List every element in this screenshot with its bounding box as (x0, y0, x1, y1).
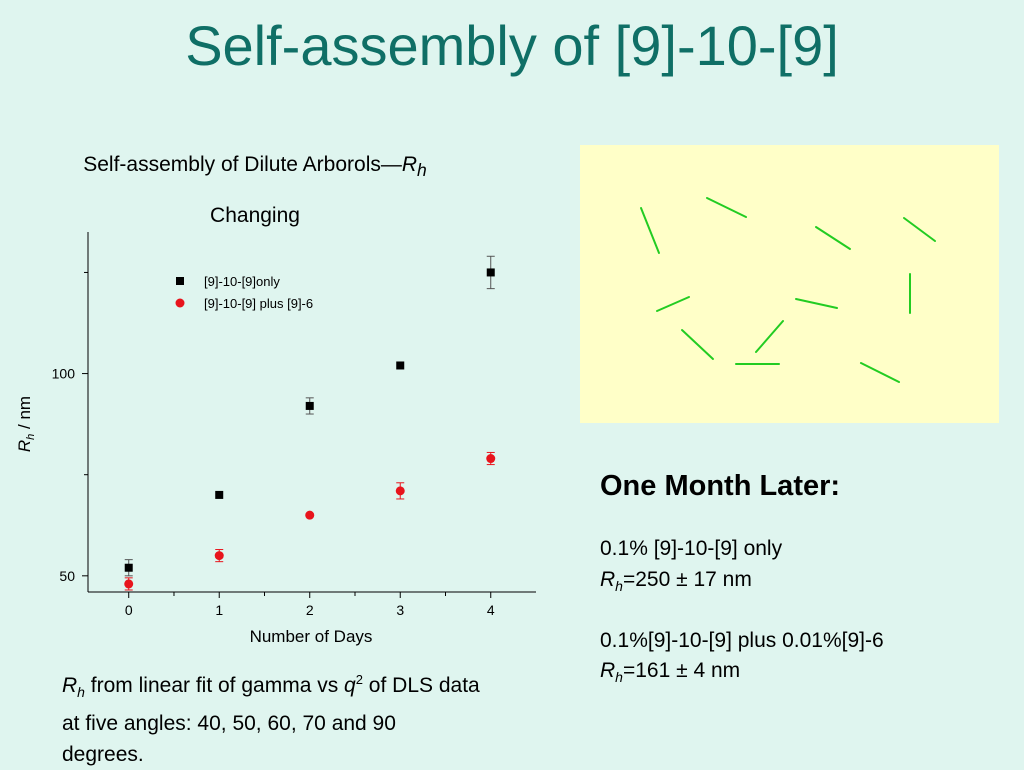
note-q-exponent: 2 (355, 672, 363, 687)
data-point-series1 (124, 563, 133, 572)
later-item2-subscript: h (615, 669, 623, 686)
later-item1-subscript: h (615, 578, 623, 595)
x-axis-label: Number of Days (250, 627, 373, 646)
rod-4 (903, 217, 936, 242)
note-subscript: h (77, 684, 85, 701)
legend-marker-series1 (176, 277, 184, 285)
later-item1-value: Rh=250 ± 17 nm (600, 565, 752, 601)
data-point-series1 (486, 268, 495, 277)
data-point-series2 (214, 551, 224, 561)
data-point-series1 (215, 490, 224, 499)
data-point-series2 (486, 454, 496, 464)
x-tick-label: 1 (215, 602, 223, 618)
later-item2-line1: 0.1%[9]-10-[9] plus 0.01%[9]-6 (600, 629, 884, 652)
data-point-series1 (305, 401, 314, 410)
later-item2-value: Rh=161 ± 4 nm (600, 656, 740, 692)
note-symbol: R (62, 674, 78, 697)
rod-11 (860, 362, 900, 383)
x-tick-label: 3 (396, 602, 404, 618)
rod-6 (795, 298, 838, 309)
rod-3 (815, 226, 851, 250)
chart-title-symbol: R (401, 153, 418, 176)
chart-title-subscript: h (417, 160, 427, 181)
data-point-series2 (305, 510, 315, 520)
later-item1-line1: 0.1% [9]-10-[9] only (600, 537, 783, 560)
chart-title-prefix: Self-assembly of Dilute Arborols— (83, 153, 402, 176)
note-text-a: from linear fit of gamma vs (84, 674, 345, 697)
legend-marker-series2 (175, 298, 185, 308)
x-tick-label: 4 (487, 602, 495, 618)
data-point-series1 (396, 361, 405, 370)
rod-5 (656, 296, 690, 312)
data-point-series2 (395, 486, 405, 496)
legend-label-series2: [9]-10-[9] plus [9]-6 (204, 296, 313, 311)
x-tick-label: 2 (306, 602, 314, 618)
note-q: q (344, 674, 356, 697)
scatter-chart: 0 1 2 3 4 50 100 Number of Days Rh / nm [9]-10-[9… (15, 232, 536, 646)
later-item2-symbol: R (600, 659, 616, 682)
note-text-b: of DLS data at five angles: 40, 50, 60, … (62, 674, 480, 767)
later-item1-symbol: R (600, 568, 616, 591)
rod-1 (640, 207, 660, 254)
chart-title-line2: Changing (210, 204, 300, 228)
later-item2-number: =161 ± 4 nm (622, 659, 741, 682)
later-item1-number: =250 ± 17 nm (622, 568, 752, 591)
rod-illustration (640, 197, 936, 383)
x-tick-label: 0 (125, 602, 133, 618)
chart-title: Self-assembly of Dilute Arborols—Rh Chan… (20, 150, 490, 231)
y-tick-label: 100 (52, 366, 76, 382)
method-note: Rh from linear fit of gamma vs q2 of DLS… (62, 664, 482, 770)
slide-title: Self-assembly of [9]-10-[9] (185, 14, 839, 77)
y-tick-label: 50 (59, 568, 75, 584)
chart-title-line1: Self-assembly of Dilute Arborols—Rh (20, 150, 490, 185)
rod-illustration-panel (580, 145, 999, 423)
legend-label-series1: [9]-10-[9]only (204, 274, 280, 289)
data-point-series2 (124, 579, 134, 589)
y-axis-label: Rh / nm (15, 396, 37, 452)
rod-8 (681, 329, 714, 360)
rod-9 (755, 320, 784, 353)
rod-2 (706, 197, 747, 218)
later-heading: One Month Later: (600, 470, 841, 502)
